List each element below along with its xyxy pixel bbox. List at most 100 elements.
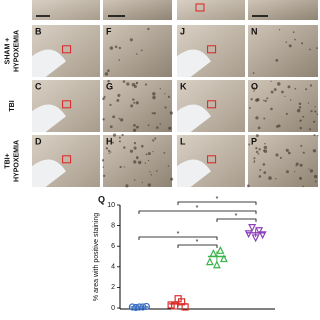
stain-dot: [111, 141, 114, 144]
point: [248, 224, 257, 233]
stain-dot: [302, 185, 304, 188]
stain-dot: [144, 83, 148, 86]
stain-dot: [285, 112, 288, 115]
stain-dot: [281, 90, 284, 94]
micrograph: [103, 80, 172, 132]
stain-dot: [103, 95, 106, 98]
stain-dot: [257, 152, 260, 155]
stain-dot: [270, 90, 274, 94]
stain-dot: [136, 156, 139, 160]
stain-dot: [140, 144, 144, 148]
significance-brackets: [138, 201, 257, 248]
panel-letter: N: [251, 26, 258, 36]
tissue-shape: [32, 159, 66, 187]
tissue-shape: [177, 159, 211, 187]
stain-dot: [112, 115, 116, 119]
stain-dot: [130, 104, 134, 108]
stain-dot: [253, 161, 256, 163]
stain-dot: [292, 31, 295, 33]
panel-letter: B: [35, 26, 42, 36]
significance-star: *: [177, 231, 180, 238]
stain-dot: [133, 160, 137, 164]
stain-dot: [147, 159, 150, 162]
stain-dot: [123, 146, 126, 149]
stain-dot: [287, 85, 291, 89]
y-tick-label: 6: [111, 243, 115, 250]
stain-dot: [270, 107, 273, 111]
stain-dot: [248, 143, 251, 146]
stain-dot: [104, 72, 109, 76]
stain-dot: [135, 101, 139, 105]
stain-dot: [152, 95, 156, 100]
stain-dot: [152, 151, 154, 153]
stain-dot: [293, 171, 296, 173]
stain-dot: [290, 99, 292, 101]
significance-star: *: [196, 205, 199, 212]
stain-dot: [309, 48, 311, 51]
stain-dot: [246, 184, 250, 188]
stain-dot: [138, 160, 142, 165]
point: [135, 303, 143, 311]
y-tick-label: 0: [111, 305, 115, 312]
stain-dot: [275, 59, 279, 62]
micrograph-grid: B F J N C G K O D H L P: [32, 25, 319, 188]
stain-dot: [313, 134, 316, 137]
micrograph: [103, 25, 172, 77]
panel-letter: G: [106, 81, 113, 91]
stain-dot: [129, 149, 134, 153]
point: [205, 257, 214, 266]
stain-dot: [112, 133, 117, 137]
stain-dot: [302, 151, 305, 154]
stain-dot: [163, 152, 166, 154]
point: [132, 303, 140, 312]
stain-dot: [164, 106, 167, 109]
stain-dot: [123, 166, 126, 168]
stain-dot: [154, 137, 157, 140]
stain-dot: [277, 82, 281, 86]
point: [128, 303, 136, 311]
stain-dot: [263, 145, 268, 150]
panel-letter: Q: [98, 194, 105, 204]
point: [219, 254, 228, 263]
roi-box: [207, 155, 217, 164]
stain-dot: [253, 90, 255, 92]
row-label: HYPOXEMIA: [13, 140, 20, 182]
stain-dot: [252, 72, 255, 75]
stain-dot: [169, 111, 173, 115]
top-row-images: [32, 0, 318, 20]
stain-dot: [108, 152, 110, 155]
stain-dot: [126, 82, 130, 86]
row-label: SHAM +: [4, 38, 11, 65]
stain-dot: [133, 84, 137, 89]
roi-box: [62, 100, 72, 109]
stain-dot: [295, 165, 297, 167]
stain-dot: [120, 118, 124, 122]
stain-dot: [296, 108, 301, 113]
stain-dot: [264, 99, 267, 103]
row-label: TBI+: [4, 153, 11, 168]
point: [258, 231, 267, 240]
stain-dot: [170, 177, 174, 181]
stain-dot: [313, 120, 316, 123]
stain-dot: [133, 101, 136, 104]
stain-dot: [285, 41, 288, 43]
point: [171, 302, 179, 310]
stain-dot: [133, 124, 136, 127]
stain-dot: [107, 149, 111, 152]
stain-dot: [125, 184, 129, 188]
stain-dot: [258, 148, 261, 151]
stain-dot: [263, 171, 267, 174]
stain-dot: [266, 97, 269, 100]
stain-dot: [159, 123, 162, 125]
stain-dot: [107, 82, 110, 85]
stain-dot: [102, 97, 105, 101]
roi-box: [207, 45, 217, 54]
stain-dot: [257, 126, 261, 130]
stain-dot: [284, 95, 286, 98]
stain-dot: [141, 181, 143, 184]
stain-dot: [147, 152, 151, 156]
stain-dot: [313, 174, 318, 179]
stain-dot: [308, 168, 310, 170]
stain-dot: [118, 140, 121, 143]
